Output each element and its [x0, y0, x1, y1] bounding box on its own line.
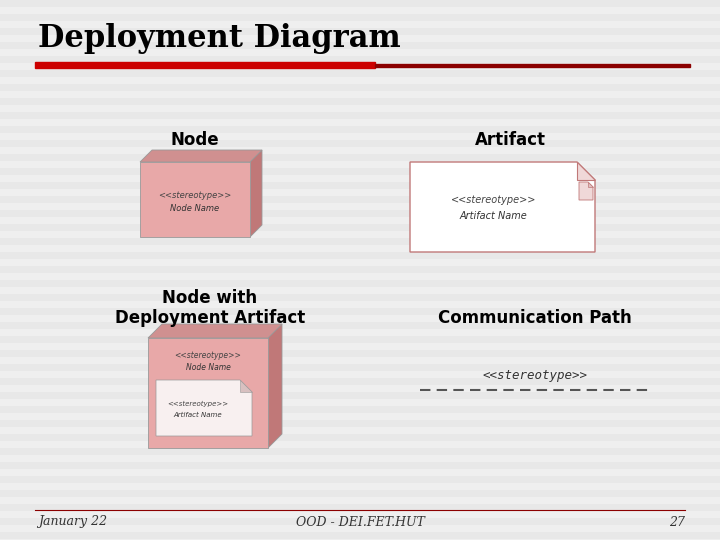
- Text: Node: Node: [171, 131, 220, 149]
- Bar: [0, 252, 720, 259]
- Text: Node Name: Node Name: [186, 363, 230, 373]
- Bar: [0, 0, 720, 7]
- Bar: [0, 28, 720, 35]
- Bar: [375, 64, 690, 67]
- Bar: [0, 210, 720, 217]
- Bar: [0, 266, 720, 273]
- Bar: [0, 56, 720, 63]
- Text: Node with
Deployment Artifact: Node with Deployment Artifact: [115, 288, 305, 327]
- Text: Artifact Name: Artifact Name: [174, 411, 222, 418]
- Bar: [0, 238, 720, 245]
- Text: Deployment Diagram: Deployment Diagram: [38, 23, 401, 53]
- Bar: [0, 98, 720, 105]
- Bar: [0, 448, 720, 455]
- Bar: [0, 112, 720, 119]
- Polygon shape: [268, 324, 282, 448]
- Bar: [0, 14, 720, 21]
- Bar: [0, 308, 720, 315]
- Polygon shape: [140, 150, 262, 162]
- Text: <<stereotype>>: <<stereotype>>: [451, 195, 536, 205]
- Bar: [0, 406, 720, 413]
- Bar: [0, 420, 720, 427]
- Bar: [0, 378, 720, 385]
- Bar: [0, 490, 720, 497]
- Text: Artifact: Artifact: [474, 131, 546, 149]
- Polygon shape: [410, 162, 595, 252]
- Bar: [0, 504, 720, 511]
- Polygon shape: [148, 324, 282, 338]
- Bar: [35, 62, 375, 68]
- Bar: [0, 42, 720, 49]
- Bar: [0, 154, 720, 161]
- Bar: [0, 224, 720, 231]
- Text: Communication Path: Communication Path: [438, 309, 632, 327]
- Polygon shape: [579, 182, 593, 200]
- Text: <<stereotype>>: <<stereotype>>: [168, 401, 228, 407]
- Bar: [0, 196, 720, 203]
- Text: 27: 27: [669, 516, 685, 529]
- Text: <<stereotype>>: <<stereotype>>: [174, 352, 241, 361]
- Bar: [0, 70, 720, 77]
- Bar: [0, 434, 720, 441]
- Bar: [0, 462, 720, 469]
- Bar: [0, 350, 720, 357]
- Bar: [0, 84, 720, 91]
- Bar: [0, 476, 720, 483]
- Bar: [0, 364, 720, 371]
- Polygon shape: [250, 150, 262, 237]
- Text: <<stereotype>>: <<stereotype>>: [158, 191, 232, 200]
- Bar: [0, 518, 720, 525]
- Bar: [0, 532, 720, 539]
- Bar: [0, 140, 720, 147]
- Text: <<stereotype>>: <<stereotype>>: [482, 368, 588, 381]
- Bar: [0, 392, 720, 399]
- Bar: [0, 126, 720, 133]
- Bar: [148, 338, 268, 448]
- Text: January 22: January 22: [38, 516, 107, 529]
- Bar: [0, 294, 720, 301]
- Polygon shape: [240, 380, 252, 392]
- Bar: [0, 182, 720, 189]
- Bar: [0, 280, 720, 287]
- Polygon shape: [156, 380, 252, 436]
- Text: Artifact Name: Artifact Name: [459, 211, 527, 221]
- Bar: [0, 336, 720, 343]
- Bar: [0, 168, 720, 175]
- Text: Node Name: Node Name: [171, 204, 220, 213]
- Polygon shape: [577, 162, 595, 180]
- Polygon shape: [588, 182, 593, 187]
- Bar: [140, 162, 250, 237]
- Bar: [0, 322, 720, 329]
- Text: OOD - DEI.FET.HUT: OOD - DEI.FET.HUT: [296, 516, 424, 529]
